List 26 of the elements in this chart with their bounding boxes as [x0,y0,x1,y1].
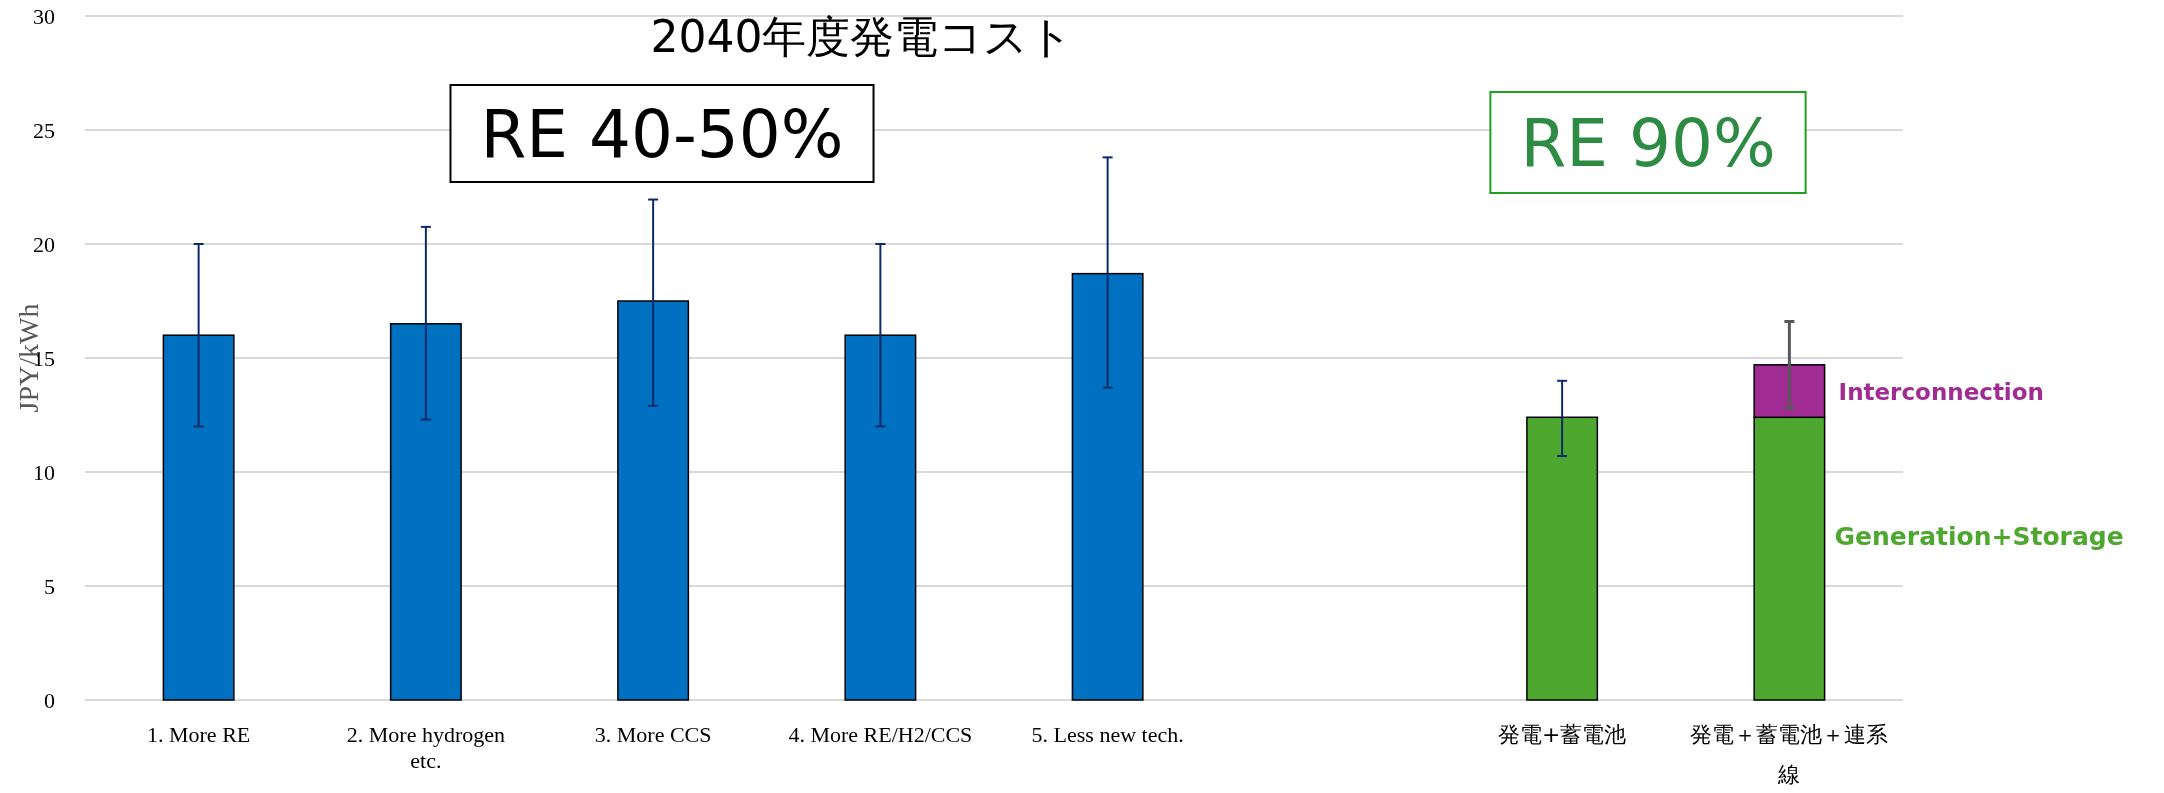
bar [389,323,462,701]
y-tick-label: 30 [33,4,55,29]
chart-title: 2040年度発電コスト [650,11,1074,62]
annotation: RE 40-50% [480,95,844,173]
x-tick-label: 1. More RE [146,722,251,747]
bar [1071,272,1144,701]
bar [844,334,917,701]
series-label: Interconnection [1838,379,2044,406]
x-tick-label: 4. More RE/H2/CCS [788,722,973,747]
y-tick-label: 5 [44,574,55,599]
y-tick-label: 10 [33,460,55,485]
x-tick-label: 発電＋蓄電池＋連系線 [1690,722,1889,787]
bar [162,334,235,701]
x-tick-label: 2. More hydrogen etc. [346,722,505,773]
annotation: RE 90% [1520,104,1776,182]
y-tick-label: 0 [44,688,55,713]
annotation: RE 90% [1489,91,1807,194]
x-tick-label: 発電+蓄電池 [1497,722,1627,747]
bar [617,300,690,701]
bar [1526,416,1599,701]
x-tick-label: 5. Less new tech. [1031,722,1184,747]
y-tick-label: 20 [33,232,55,257]
annotation: RE 40-50% [449,84,875,183]
series-label: Generation+Storage [1834,522,2124,552]
x-tick-label: 3. More CCS [594,722,712,747]
y-tick-label: 25 [33,118,55,143]
